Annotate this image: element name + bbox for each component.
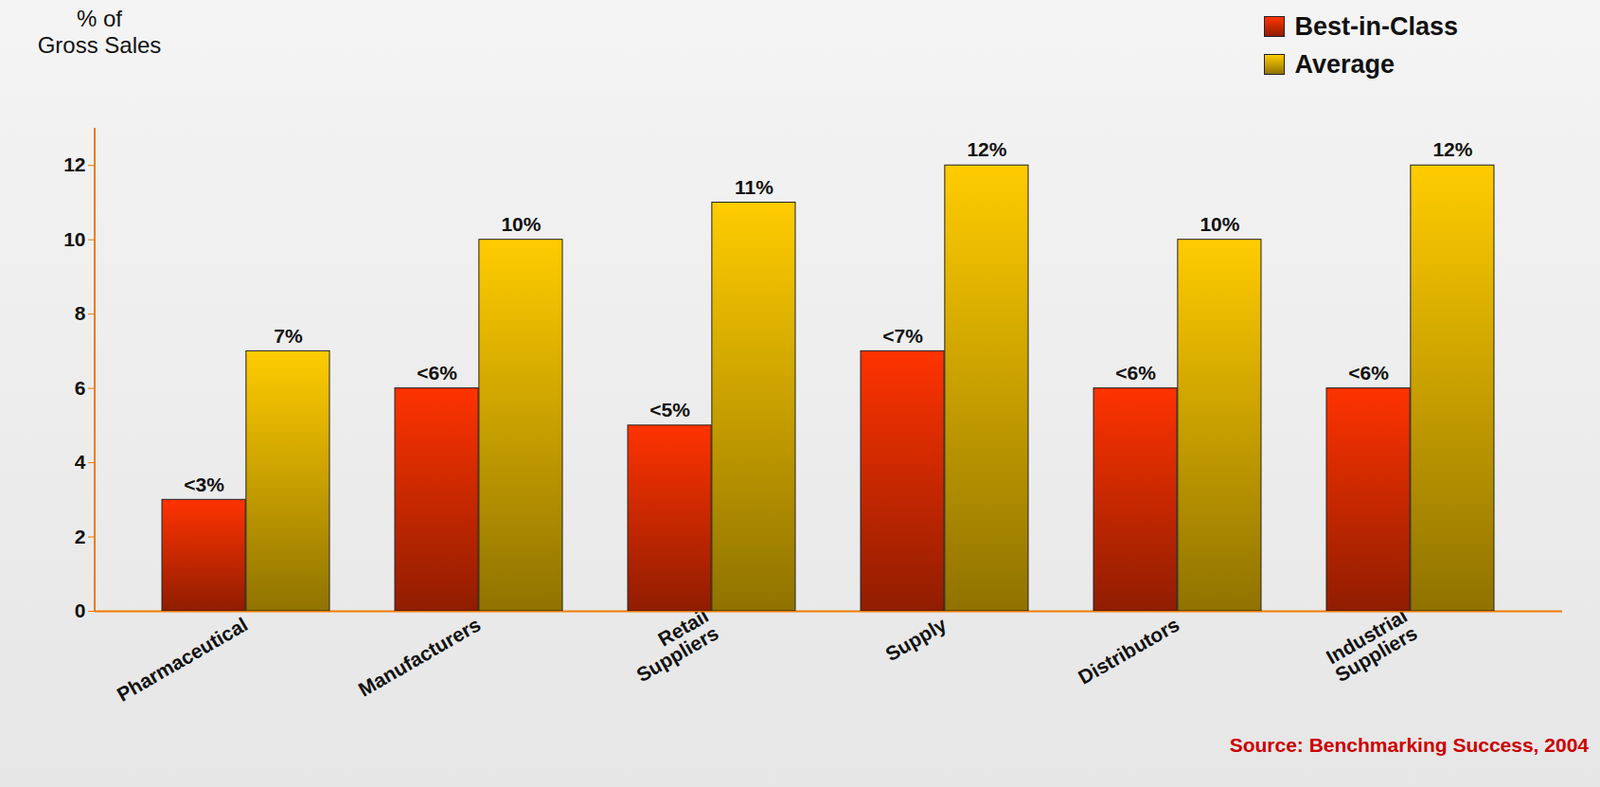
svg-text:7%: 7% <box>273 324 303 347</box>
svg-text:12%: 12% <box>1432 138 1473 160</box>
svg-text:Distributors: Distributors <box>1074 612 1184 688</box>
svg-text:<6%: <6% <box>416 361 458 384</box>
svg-text:4: 4 <box>74 450 87 473</box>
svg-text:10: 10 <box>63 228 86 250</box>
html-text:Gross Sales: Gross Sales <box>37 32 162 58</box>
svg-text:<5%: <5% <box>649 398 691 421</box>
svg-text:<6%: <6% <box>1348 361 1389 384</box>
svg-text:2: 2 <box>74 525 87 548</box>
html-text:Best-in-Class: Best-in-Class <box>1294 11 1458 41</box>
svg-text:12: 12 <box>63 153 86 176</box>
html-text:Source: Benchmarking Success,: Source: Benchmarking Success, 2004 <box>1229 733 1589 756</box>
svg-text:10%: 10% <box>1199 213 1240 235</box>
svg-text:RetailSuppliers: RetailSuppliers <box>622 604 723 686</box>
svg-text:Manufacturers: Manufacturers <box>355 612 485 700</box>
html-text:Average: Average <box>1294 49 1395 79</box>
svg-text:12%: 12% <box>966 138 1007 160</box>
html-text:% of: % of <box>76 5 123 32</box>
svg-text:<6%: <6% <box>1115 361 1156 384</box>
svg-text:11%: 11% <box>734 176 774 198</box>
svg-text:IndustrialSuppliers: IndustrialSuppliers <box>1321 604 1422 686</box>
svg-text:6: 6 <box>74 376 87 399</box>
svg-text:10%: 10% <box>500 213 541 235</box>
svg-text:<3%: <3% <box>183 473 225 496</box>
svg-text:<7%: <7% <box>882 324 924 347</box>
svg-text:8: 8 <box>74 302 87 324</box>
svg-text:0: 0 <box>74 599 87 622</box>
svg-text:Supply: Supply <box>881 612 950 665</box>
svg-text:Pharmaceutical: Pharmaceutical <box>112 612 251 706</box>
